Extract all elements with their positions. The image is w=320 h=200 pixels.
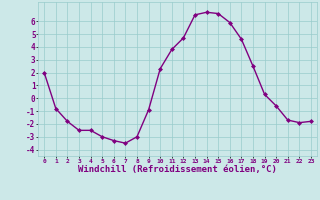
X-axis label: Windchill (Refroidissement éolien,°C): Windchill (Refroidissement éolien,°C) xyxy=(78,165,277,174)
